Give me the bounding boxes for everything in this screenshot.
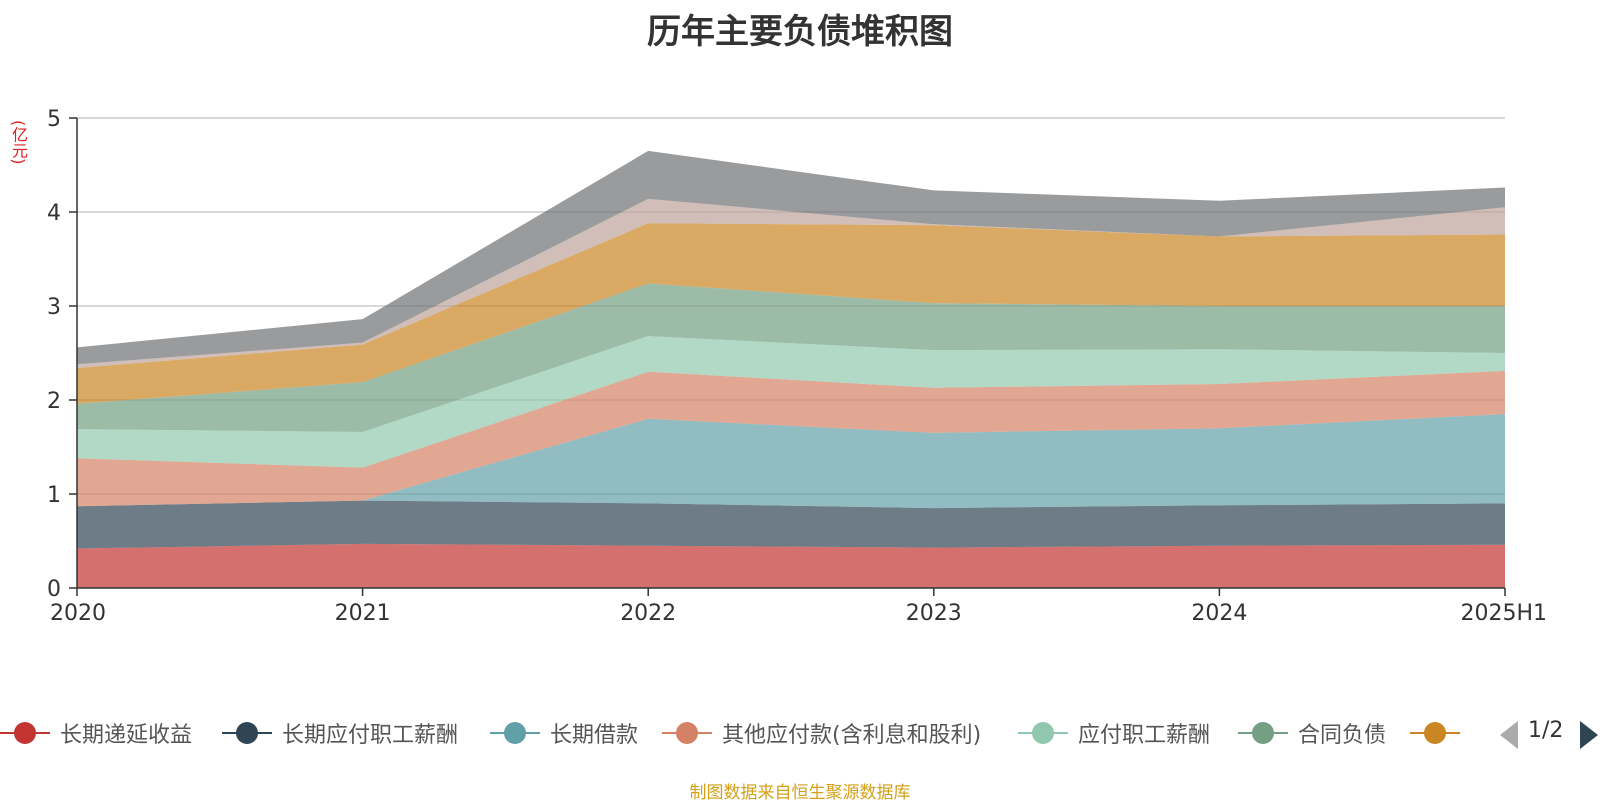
y-tick-label-4: 4 xyxy=(47,201,61,226)
stacked-areas xyxy=(77,150,1505,588)
legend-label: 合同负债 xyxy=(1298,723,1387,748)
legend-label: 其他应付款(含利息和股利) xyxy=(722,723,982,748)
y-tick-label-1: 1 xyxy=(47,483,61,508)
legend: 长期递延收益 长期应付职工薪酬 长期借款 其他应付款(含利息和股利) 应付职工薪酬 合同负… xyxy=(0,715,1600,751)
source-note: 制图数据来自恒生聚源数据库 xyxy=(689,783,911,803)
legend-swatch-icon xyxy=(0,715,50,751)
chart-area: 0 1 2 3 4 5 2020 2021 2022 2023 2024 2025H1 xyxy=(47,107,1547,626)
legend-label: 长期应付职工薪酬 xyxy=(282,723,459,748)
chart-title: 历年主要负债堆积图 xyxy=(647,12,953,52)
legend-label: 长期递延收益 xyxy=(60,723,193,748)
legend-next-page-icon[interactable] xyxy=(1580,721,1598,749)
series-area-0 xyxy=(77,543,1505,588)
x-tick-label-1: 2021 xyxy=(335,601,391,626)
legend-swatch-icon xyxy=(222,715,272,751)
legend-item[interactable]: 其他应付款(含利息和股利) xyxy=(662,715,981,751)
series-area-6 xyxy=(77,223,1505,404)
y-axis-unit-label: (亿元) xyxy=(9,120,28,165)
series-area-2 xyxy=(77,414,1505,509)
legend-label: 应付职工薪酬 xyxy=(1078,723,1211,748)
series-area-8 xyxy=(77,150,1505,365)
legend-swatch-icon xyxy=(662,715,712,751)
axes: 0 1 2 3 4 5 2020 2021 2022 2023 2024 2025H1 xyxy=(47,107,1547,626)
legend-item[interactable]: 应付职工薪酬 xyxy=(1018,715,1210,751)
x-tick-label-0: 2020 xyxy=(50,601,106,626)
x-tick-label-2: 2022 xyxy=(620,601,676,626)
legend-pager: 1/2 xyxy=(1500,718,1600,750)
legend-item[interactable]: 长期递延收益 xyxy=(0,715,192,751)
legend-item[interactable]: 合同负债 xyxy=(1238,715,1386,751)
legend-swatch-icon xyxy=(1410,715,1460,751)
legend-page-indicator: 1/2 xyxy=(1528,718,1564,743)
y-tick-label-3: 3 xyxy=(47,295,61,320)
y-tick-label-2: 2 xyxy=(47,389,61,414)
legend-item[interactable]: 长期应付职工薪酬 xyxy=(222,715,458,751)
series-area-1 xyxy=(77,500,1505,549)
legend-item[interactable] xyxy=(1410,715,1460,751)
y-tick-label-0: 0 xyxy=(47,577,61,602)
legend-label: 长期借款 xyxy=(550,723,639,748)
legend-item[interactable]: 长期借款 xyxy=(490,715,638,751)
x-tick-label-5: 2025H1 xyxy=(1460,601,1547,626)
legend-swatch-icon xyxy=(1018,715,1068,751)
series-area-4 xyxy=(77,336,1505,468)
legend-swatch-icon xyxy=(1238,715,1288,751)
y-tick-label-5: 5 xyxy=(47,107,61,132)
legend-prev-page-icon[interactable] xyxy=(1500,721,1518,749)
legend-swatch-icon xyxy=(490,715,540,751)
series-area-5 xyxy=(77,283,1505,432)
x-tick-label-3: 2023 xyxy=(906,601,962,626)
series-area-3 xyxy=(77,370,1505,507)
x-tick-label-4: 2024 xyxy=(1191,601,1247,626)
